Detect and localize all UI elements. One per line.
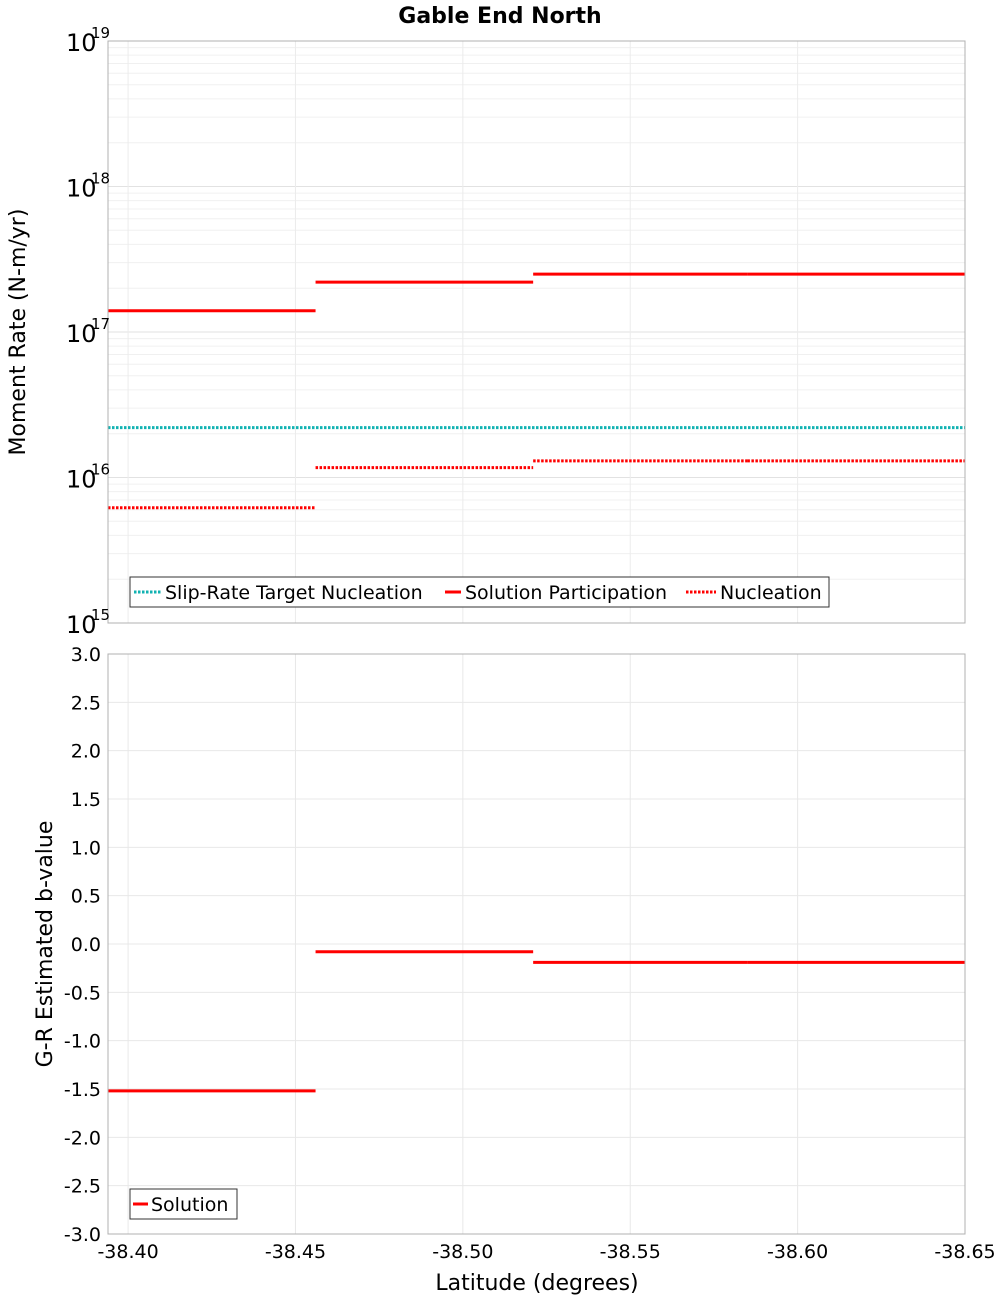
- top-plot-border: [107, 40, 966, 624]
- top-y-tick-exponent: 16: [91, 461, 110, 479]
- bottom-y-axis-label: G-R Estimated b-value: [33, 821, 58, 1068]
- bottom-y-tick-label: 1.0: [71, 837, 101, 859]
- top-y-tick-exponent: 18: [91, 170, 110, 188]
- bottom-legend: Solution: [129, 1188, 238, 1220]
- bottom-y-tick-label: 0.0: [71, 934, 101, 956]
- top-y-tick-exponent: 19: [91, 24, 110, 42]
- bottom-y-tick-label: 2.5: [71, 692, 101, 714]
- bottom-y-tick-label: -2.5: [64, 1176, 101, 1198]
- legend-label-solution-participation: Solution Participation: [465, 582, 667, 604]
- top-y-axis-label: Moment Rate (N-m/yr): [6, 209, 31, 456]
- legend-label-solution: Solution: [151, 1194, 228, 1216]
- x-tick-label: -38.40: [97, 1241, 158, 1263]
- bottom-y-tick-label: -1.5: [64, 1079, 101, 1101]
- top-legend: Slip-Rate Target Nucleation Solution Par…: [129, 576, 830, 608]
- top-y-tick-base: 10: [66, 466, 97, 494]
- legend-label-slip-rate-target: Slip-Rate Target Nucleation: [165, 582, 423, 604]
- bottom-y-tick-labels: 3.0 2.5 2.0 1.5 1.0 0.5 0.0 -0.5 -1.0 -1.5 -2.0 -2.…: [64, 644, 101, 1246]
- bottom-y-tick-label: 0.5: [71, 886, 101, 908]
- bottom-y-tick-label: 3.0: [71, 644, 101, 666]
- bottom-panel: 3.0 2.5 2.0 1.5 1.0 0.5 0.0 -0.5 -1.0 -1.5 -2.0 -2.…: [33, 644, 996, 1296]
- bottom-y-tick-label: 1.5: [71, 789, 101, 811]
- bottom-y-tick-label: -3.0: [64, 1224, 101, 1246]
- x-tick-label: -38.60: [767, 1241, 828, 1263]
- bottom-y-tick-label: -2.0: [64, 1127, 101, 1149]
- top-y-tick-exponent: 15: [91, 606, 110, 624]
- top-y-tick-exponent: 17: [91, 315, 110, 333]
- bottom-y-tick-label: 2.0: [71, 741, 101, 763]
- x-tick-label: -38.65: [934, 1241, 995, 1263]
- x-tick-labels: -38.40 -38.45 -38.50 -38.55 -38.60 -38.65: [97, 1241, 995, 1263]
- top-y-tick-base: 10: [66, 175, 97, 203]
- top-series-lines: [108, 272, 965, 510]
- top-y-tick-base: 10: [66, 611, 97, 639]
- top-minor-gridlines: [108, 47, 965, 580]
- bottom-plot-border: [107, 653, 966, 1235]
- top-y-tick-base: 10: [66, 29, 97, 57]
- legend-label-nucleation: Nucleation: [720, 582, 822, 604]
- x-tick-label: -38.45: [265, 1241, 326, 1263]
- x-tick-label: -38.55: [600, 1241, 661, 1263]
- bottom-y-tick-label: -1.0: [64, 1031, 101, 1053]
- top-y-tick-base: 10: [66, 320, 97, 348]
- x-tick-label: -38.50: [432, 1241, 493, 1263]
- chart-title: Gable End North: [398, 4, 601, 29]
- bottom-series-lines: [108, 950, 965, 1093]
- x-axis-label: Latitude (degrees): [435, 1271, 638, 1296]
- bottom-y-tick-label: -0.5: [64, 982, 101, 1004]
